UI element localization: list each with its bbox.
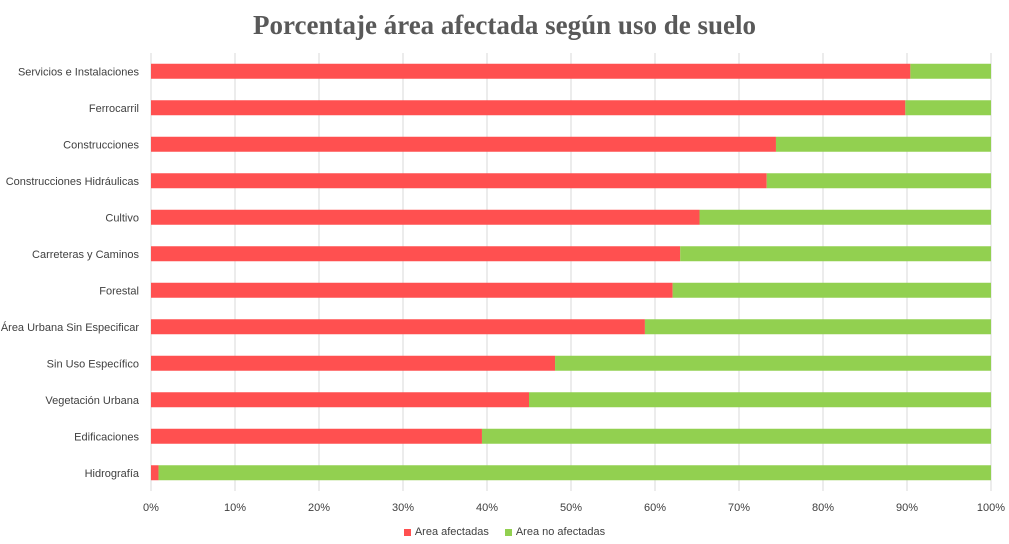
- bar-no-afectadas: [699, 209, 991, 225]
- legend-swatch-afectadas: [403, 528, 411, 536]
- bar-no-afectadas: [481, 428, 991, 444]
- x-tick-label: 40%: [476, 502, 498, 514]
- x-tick-label: 30%: [392, 502, 414, 514]
- y-category-label: Ferrocarril: [89, 103, 139, 115]
- bar-afectadas: [151, 173, 767, 189]
- chart-title: Porcentaje área afectada según uso de su…: [253, 10, 756, 40]
- bar-no-afectadas: [775, 136, 991, 152]
- bar-afectadas: [151, 136, 776, 152]
- bar-no-afectadas: [555, 355, 991, 371]
- y-category-label: Forestal: [99, 285, 139, 297]
- bar-no-afectadas: [644, 319, 991, 335]
- x-tick-label: 70%: [728, 502, 750, 514]
- bar-afectadas: [151, 392, 529, 408]
- x-tick-label: 80%: [812, 502, 834, 514]
- y-category-label: Área Urbana Sin Especificar: [1, 321, 140, 334]
- bar-no-afectadas: [672, 282, 991, 298]
- x-tick-label: 10%: [224, 502, 246, 514]
- bar-no-afectadas: [905, 100, 991, 116]
- y-category-label: Sin Uso Específico: [47, 358, 139, 370]
- x-tick-label: 20%: [308, 502, 330, 514]
- legend-swatch-no-afectadas: [504, 528, 512, 536]
- y-category-label: Hidrografía: [85, 468, 140, 480]
- x-tick-label: 100%: [977, 502, 1005, 514]
- bar-afectadas: [151, 63, 911, 79]
- bar-no-afectadas: [158, 465, 991, 481]
- chart-legend: Area afectadas Area no afectadas: [0, 526, 1009, 538]
- y-category-label: Construcciones: [63, 139, 139, 151]
- bar-no-afectadas: [680, 246, 991, 262]
- bar-no-afectadas: [529, 392, 991, 408]
- bar-no-afectadas: [910, 63, 991, 79]
- bar-afectadas: [151, 319, 645, 335]
- legend-label-no-afectadas: Area no afectadas: [515, 526, 606, 538]
- y-category-label: Vegetación Urbana: [45, 395, 139, 407]
- bar-afectadas: [151, 100, 906, 116]
- legend-item-afectadas: Area afectadas: [403, 526, 489, 538]
- y-category-label: Carreteras y Caminos: [32, 249, 139, 261]
- bar-afectadas: [151, 355, 556, 371]
- x-tick-label: 90%: [896, 502, 918, 514]
- bar-afectadas: [151, 209, 700, 225]
- y-category-label: Construcciones Hidráulicas: [6, 176, 140, 188]
- y-category-label: Edificaciones: [74, 431, 139, 443]
- bar-afectadas: [151, 282, 673, 298]
- bar-afectadas: [151, 246, 681, 262]
- bar-no-afectadas: [766, 173, 991, 189]
- bar-afectadas: [151, 465, 159, 481]
- x-tick-label: 50%: [560, 502, 582, 514]
- bar-afectadas: [151, 428, 482, 444]
- x-tick-label: 0%: [143, 502, 159, 514]
- x-tick-label: 60%: [644, 502, 666, 514]
- legend-label-afectadas: Area afectadas: [414, 526, 489, 538]
- legend-item-no-afectadas: Area no afectadas: [504, 526, 606, 538]
- y-category-label: Cultivo: [105, 212, 139, 224]
- y-category-label: Servicios e Instalaciones: [18, 66, 140, 78]
